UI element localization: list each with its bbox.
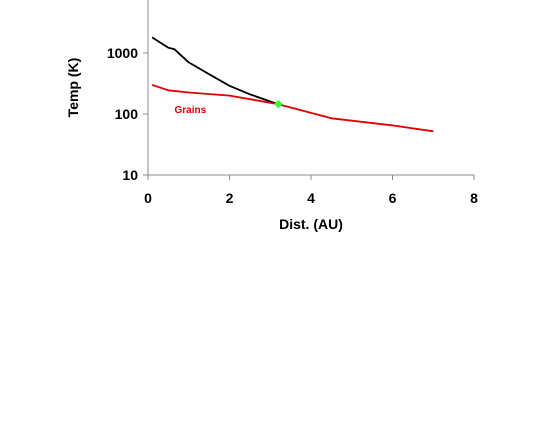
y-tick-label: 100 xyxy=(115,106,139,122)
y-tick-label: 10 xyxy=(122,167,138,183)
y-axis-title: Temp (K) xyxy=(65,58,81,118)
x-tick-label: 8 xyxy=(470,190,478,206)
series-annotation: Grains xyxy=(174,105,206,116)
x-tick-label: 6 xyxy=(389,190,397,206)
chart-series xyxy=(151,36,434,133)
chart-axes xyxy=(143,0,475,180)
chart-labels: 10 100 1000 0 2 4 6 8 Grains xyxy=(107,45,478,206)
x-tick-label: 0 xyxy=(144,190,152,206)
series-line-2 xyxy=(151,84,434,133)
intersection-marker xyxy=(274,99,283,109)
x-axis-title: Dist. (AU) xyxy=(279,216,343,232)
x-tick-label: 4 xyxy=(307,190,315,206)
x-tick-label: 2 xyxy=(226,190,234,206)
y-tick-label: 1000 xyxy=(107,45,138,61)
series-line-1 xyxy=(151,36,279,106)
